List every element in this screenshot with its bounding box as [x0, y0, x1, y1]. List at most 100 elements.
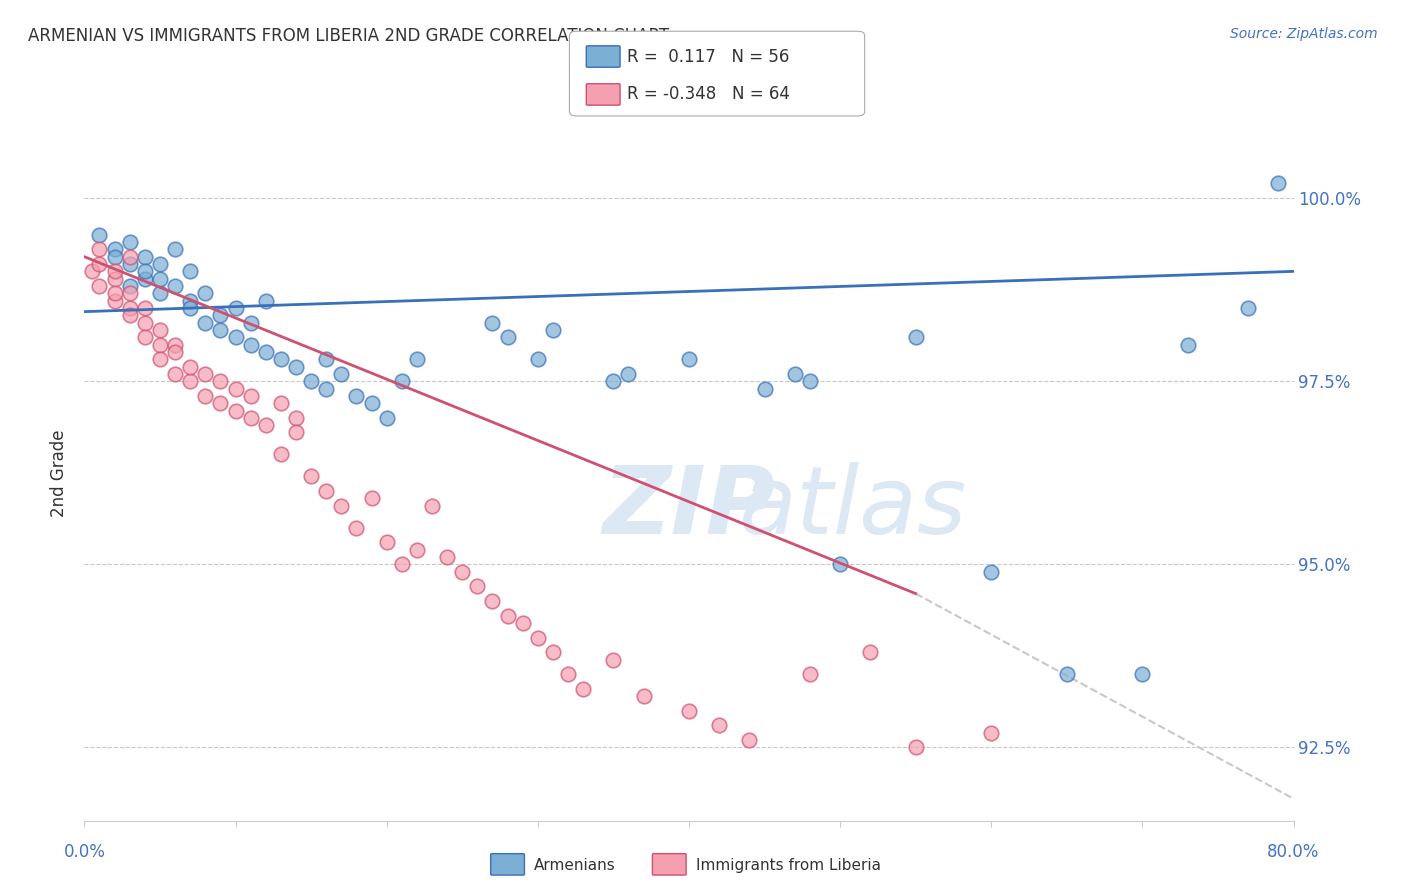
Point — [89, 279, 111, 293]
Point — [194, 316, 217, 330]
Point — [209, 308, 232, 322]
Point — [315, 484, 337, 499]
Point — [980, 725, 1002, 739]
Point — [315, 382, 337, 396]
Point — [346, 521, 368, 535]
Point — [1177, 337, 1199, 351]
Point — [799, 667, 821, 681]
Point — [194, 389, 217, 403]
Point — [254, 418, 277, 433]
Point — [799, 374, 821, 388]
Point — [391, 558, 413, 572]
Point — [179, 301, 201, 315]
Point — [165, 279, 187, 293]
Point — [602, 374, 624, 388]
Point — [118, 279, 141, 293]
Point — [496, 608, 519, 623]
Point — [541, 323, 564, 337]
Point — [104, 264, 127, 278]
Point — [285, 410, 308, 425]
Point — [830, 558, 852, 572]
Text: R =  0.117   N = 56: R = 0.117 N = 56 — [627, 47, 789, 65]
Point — [678, 352, 700, 367]
Point — [118, 235, 141, 249]
Point — [346, 389, 368, 403]
Point — [134, 250, 156, 264]
Point — [179, 293, 201, 308]
Point — [904, 330, 927, 344]
Text: R = -0.348   N = 64: R = -0.348 N = 64 — [627, 86, 790, 103]
Text: atlas: atlas — [738, 462, 966, 553]
Point — [89, 243, 111, 257]
Point — [179, 359, 201, 374]
Point — [179, 374, 201, 388]
Point — [270, 447, 292, 461]
Point — [118, 308, 141, 322]
Point — [299, 374, 322, 388]
Point — [194, 367, 217, 381]
Point — [104, 293, 127, 308]
Text: ARMENIAN VS IMMIGRANTS FROM LIBERIA 2ND GRADE CORRELATION CHART: ARMENIAN VS IMMIGRANTS FROM LIBERIA 2ND … — [28, 27, 669, 45]
Y-axis label: 2nd Grade: 2nd Grade — [51, 429, 69, 516]
Point — [285, 359, 308, 374]
Point — [209, 323, 232, 337]
Point — [104, 250, 127, 264]
Point — [239, 316, 262, 330]
Point — [783, 367, 806, 381]
Point — [330, 367, 353, 381]
Point — [406, 352, 429, 367]
Point — [527, 631, 550, 645]
Point — [512, 615, 534, 630]
Point — [360, 396, 382, 410]
Point — [239, 410, 262, 425]
Point — [239, 389, 262, 403]
Point — [134, 271, 156, 285]
Point — [617, 367, 640, 381]
Point — [149, 323, 172, 337]
Point — [149, 257, 172, 271]
Point — [738, 733, 761, 747]
Point — [391, 374, 413, 388]
Point — [375, 410, 398, 425]
Point — [80, 264, 103, 278]
Point — [602, 652, 624, 666]
Point — [104, 243, 127, 257]
Point — [299, 469, 322, 483]
Point — [451, 565, 474, 579]
Point — [254, 345, 277, 359]
Point — [420, 499, 443, 513]
Point — [330, 499, 353, 513]
Point — [209, 396, 232, 410]
Point — [1056, 667, 1078, 681]
Text: ZIP: ZIP — [603, 461, 775, 554]
Point — [375, 535, 398, 549]
Point — [572, 681, 595, 696]
Text: 80.0%: 80.0% — [1267, 843, 1320, 861]
Point — [149, 352, 172, 367]
Point — [134, 330, 156, 344]
Point — [239, 337, 262, 351]
Point — [467, 579, 489, 593]
Point — [980, 565, 1002, 579]
Point — [270, 352, 292, 367]
Point — [859, 645, 882, 659]
Point — [179, 264, 201, 278]
Point — [285, 425, 308, 440]
Point — [104, 271, 127, 285]
Point — [315, 352, 337, 367]
Point — [149, 337, 172, 351]
Text: Armenians: Armenians — [534, 858, 616, 872]
Point — [209, 374, 232, 388]
Point — [633, 689, 655, 703]
Point — [149, 271, 172, 285]
Point — [481, 316, 503, 330]
Point — [481, 594, 503, 608]
Point — [134, 316, 156, 330]
Point — [225, 301, 247, 315]
Point — [754, 382, 776, 396]
Point — [904, 740, 927, 755]
Point — [1267, 177, 1289, 191]
Point — [709, 718, 731, 732]
Text: Source: ZipAtlas.com: Source: ZipAtlas.com — [1230, 27, 1378, 41]
Point — [134, 301, 156, 315]
